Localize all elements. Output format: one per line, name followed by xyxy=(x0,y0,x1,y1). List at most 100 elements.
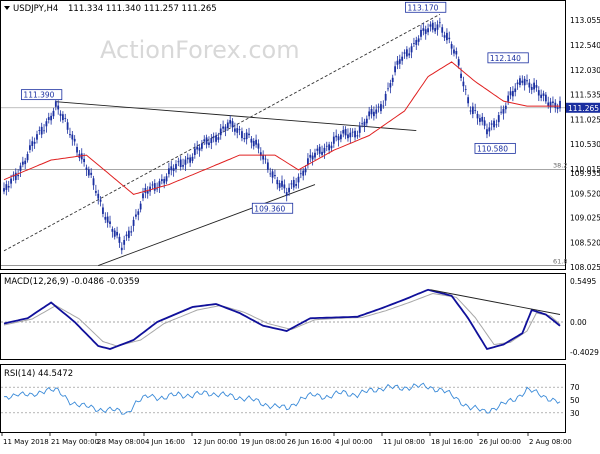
candle-body xyxy=(24,160,27,165)
price-header: USDJPY,H4 111.334 111.340 111.257 111.26… xyxy=(4,4,217,14)
candle-body xyxy=(229,120,232,124)
candle-body xyxy=(396,60,399,65)
candle-body xyxy=(205,137,208,145)
candle-body xyxy=(85,167,88,170)
candle-body xyxy=(165,176,168,182)
candle-body xyxy=(61,114,64,121)
candle-body xyxy=(250,138,253,143)
candle-body xyxy=(467,97,470,104)
candle-body xyxy=(486,129,488,135)
time-axis-label: 19 Jun 08:00 xyxy=(241,438,285,446)
candle-body xyxy=(29,145,31,150)
price-tick-label: 108.025 xyxy=(570,263,600,272)
candle-body xyxy=(189,157,192,163)
candle-body xyxy=(123,239,126,245)
candle-body xyxy=(556,107,559,110)
candle-body xyxy=(434,28,437,32)
candle-body xyxy=(43,130,45,132)
candle-body xyxy=(337,136,340,141)
candle-body xyxy=(493,120,495,128)
candle-body xyxy=(135,214,137,217)
candle-body xyxy=(113,230,116,237)
candle-body xyxy=(469,110,472,112)
candle-body xyxy=(394,66,396,73)
candle-body xyxy=(297,176,300,183)
candle-body xyxy=(142,193,144,199)
candle-body xyxy=(271,171,274,178)
candle-body xyxy=(69,134,71,136)
candle-body xyxy=(99,199,102,202)
candle-body xyxy=(76,146,78,153)
price-tick-label: 108.520 xyxy=(570,238,600,247)
candle-body xyxy=(455,51,458,55)
candle-body xyxy=(356,135,359,137)
candle-body xyxy=(309,154,312,158)
candle-body xyxy=(40,126,43,135)
candle-body xyxy=(500,111,503,113)
candle-body xyxy=(73,138,76,142)
price-tick-label: 110.015 xyxy=(570,165,600,174)
candle-body xyxy=(448,37,451,40)
price-tick-label: 111.025 xyxy=(570,116,600,125)
candle-body xyxy=(47,117,50,120)
candle-body xyxy=(380,104,382,112)
candle-body xyxy=(36,134,38,140)
candle-body xyxy=(497,115,500,123)
macd-line xyxy=(3,288,561,351)
candle-body xyxy=(158,181,161,187)
candle-body xyxy=(177,161,180,163)
dropdown-triangle-icon xyxy=(4,6,10,10)
rsi-tick-label: 70 xyxy=(570,383,580,392)
candle-body xyxy=(236,128,239,133)
candle-body xyxy=(212,136,215,138)
candle-body xyxy=(7,185,10,188)
price-annotation-box xyxy=(21,89,63,101)
candle-body xyxy=(424,29,427,34)
candle-body xyxy=(292,180,295,188)
candle-body xyxy=(92,178,95,186)
candle-body xyxy=(163,179,166,184)
candle-body xyxy=(476,113,479,119)
candle-body xyxy=(471,106,474,114)
candle-body xyxy=(495,124,498,126)
candle-body xyxy=(351,131,354,133)
candle-body xyxy=(94,190,97,193)
candle-body xyxy=(415,40,418,45)
candle-body xyxy=(382,105,385,107)
rsi-indicator xyxy=(1,382,565,415)
candle-body xyxy=(321,151,323,155)
candle-body xyxy=(422,28,425,31)
candle-body xyxy=(375,109,378,114)
candle-body xyxy=(450,44,453,49)
candle-body xyxy=(116,231,118,236)
candle-body xyxy=(533,82,535,90)
candle-body xyxy=(398,59,401,64)
price-annotation-label: 109.360 xyxy=(254,204,285,213)
watermark: ActionForex.com xyxy=(100,36,300,64)
candle-body xyxy=(403,52,406,54)
current-price-tag xyxy=(566,102,600,113)
candle-body xyxy=(365,118,368,124)
candle-body xyxy=(478,118,481,122)
candle-body xyxy=(431,22,434,30)
candle-body xyxy=(238,129,241,131)
candle-body xyxy=(370,109,373,115)
candle-body xyxy=(304,168,307,173)
candle-body xyxy=(504,105,507,110)
candle-body xyxy=(290,183,293,185)
candle-body xyxy=(483,120,486,126)
price-annotation-box xyxy=(251,202,294,214)
candle-body xyxy=(387,88,389,90)
time-axis-label: 26 Jul 00:00 xyxy=(479,438,521,446)
candle-body xyxy=(66,122,69,130)
candle-body xyxy=(462,81,465,87)
candle-body xyxy=(316,148,319,151)
current-price-label: 111.265 xyxy=(568,104,599,113)
candle-body xyxy=(285,192,288,196)
moving-average-line xyxy=(3,61,560,195)
candle-body xyxy=(559,100,561,109)
candle-body xyxy=(552,101,554,103)
candle-body xyxy=(544,94,547,102)
candle-body xyxy=(71,134,74,140)
